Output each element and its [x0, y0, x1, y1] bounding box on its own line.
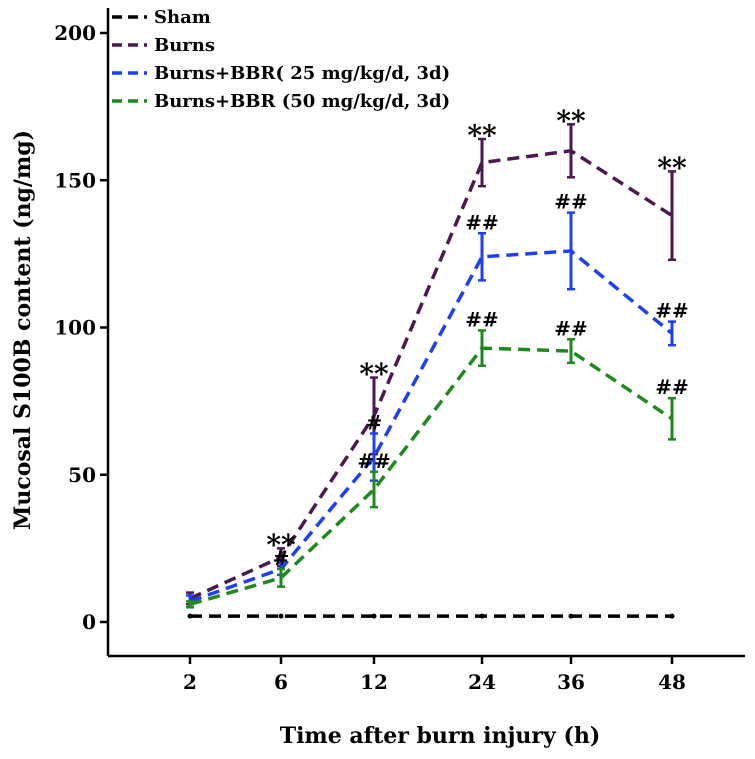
- x-tick-label: 6: [274, 670, 288, 694]
- x-axis-title: Time after burn injury (h): [280, 723, 601, 749]
- legend-item: Sham: [112, 7, 211, 28]
- legend-item: Burns+BBR (50 mg/kg/d, 3d): [112, 91, 450, 112]
- significance-label: #: [366, 411, 383, 435]
- series-3: [186, 329, 676, 609]
- y-axis-ticks: 0 50 100 150 200: [54, 21, 108, 634]
- x-tick-label: 12: [360, 670, 388, 694]
- y-axis-title: Mucosal S100B content (ng/mg): [10, 130, 36, 530]
- legend-label: Burns+BBR( 25 mg/kg/d, 3d): [154, 63, 450, 84]
- series-2: [186, 211, 676, 609]
- y-tick-label: 100: [54, 316, 96, 340]
- significance-label: ##: [655, 375, 689, 399]
- series-line: [189, 249, 674, 604]
- legend-item: Burns: [112, 35, 215, 56]
- significance-label: #: [273, 546, 290, 570]
- series-1: [186, 123, 676, 606]
- significance-label: **: [467, 119, 497, 152]
- legend-label: Sham: [154, 7, 211, 28]
- y-tick-label: 150: [54, 168, 96, 192]
- data-point: [278, 613, 284, 619]
- significance-label: ##: [465, 307, 499, 331]
- data-point: [669, 613, 675, 619]
- significance-label: ##: [554, 316, 588, 340]
- x-tick-label: 24: [468, 670, 496, 694]
- x-tick-label: 2: [183, 670, 197, 694]
- x-tick-label: 48: [658, 670, 686, 694]
- axes: [106, 8, 745, 658]
- significance-label: **: [556, 104, 586, 137]
- annotations: ****** ****############ ####: [266, 104, 688, 570]
- series-line: [189, 148, 673, 601]
- data-point: [568, 613, 574, 619]
- x-axis-ticks: 2 6 12 24 36 48: [183, 656, 686, 694]
- legend: Sham Burns Burns+BBR( 25 mg/kg/d, 3d) Burns…: [112, 7, 450, 112]
- x-tick-label: 36: [557, 670, 585, 694]
- series-line: [189, 346, 673, 607]
- series-layer: [186, 123, 676, 619]
- series-0: [187, 613, 675, 619]
- y-tick-label: 50: [68, 463, 96, 487]
- legend-label: Burns: [154, 35, 215, 56]
- data-point: [371, 613, 377, 619]
- significance-label: ##: [465, 210, 499, 234]
- significance-label: **: [359, 358, 389, 391]
- significance-label: ##: [554, 190, 588, 214]
- data-point: [479, 613, 485, 619]
- legend-label: Burns+BBR (50 mg/kg/d, 3d): [154, 91, 450, 112]
- legend-item: Burns+BBR( 25 mg/kg/d, 3d): [112, 63, 450, 84]
- significance-label: **: [266, 528, 296, 561]
- data-point: [187, 613, 193, 619]
- y-tick-label: 200: [54, 21, 96, 45]
- significance-label: ##: [655, 299, 689, 323]
- significance-label: ##: [357, 449, 391, 473]
- y-tick-label: 0: [82, 610, 96, 634]
- significance-label: **: [657, 151, 687, 184]
